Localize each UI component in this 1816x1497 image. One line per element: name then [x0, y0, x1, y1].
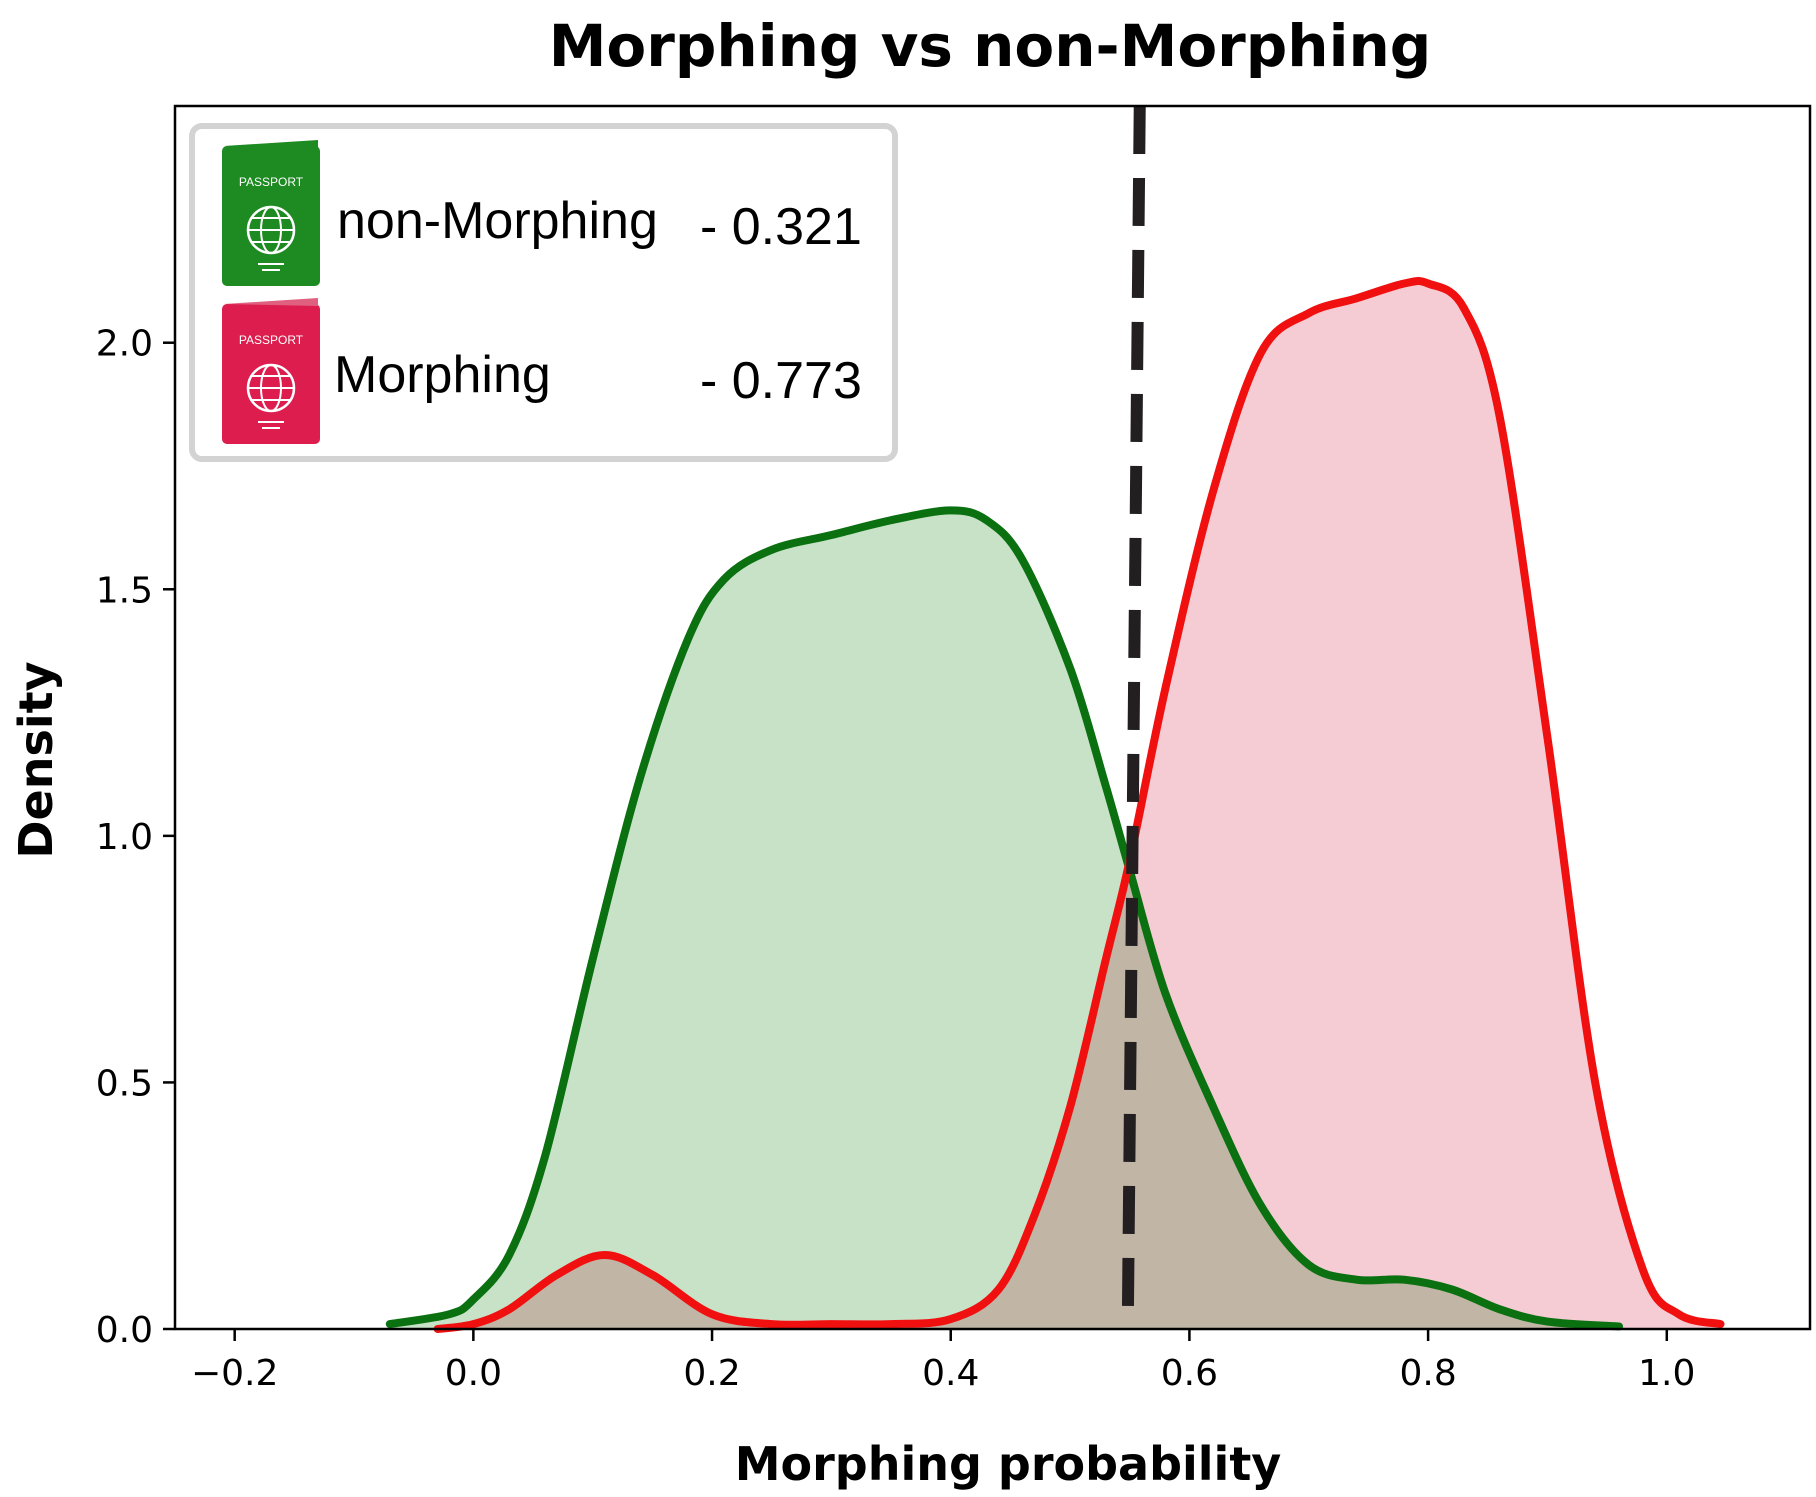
legend-score-morphing: - 0.773 [700, 352, 862, 410]
x-axis-label: Morphing probability [735, 1437, 1282, 1491]
density-areas [389, 281, 1721, 1329]
density-lines [385, 277, 1725, 1333]
y-axis-label: Density [9, 661, 63, 858]
legend-label-non-morphing: non-Morphing [337, 192, 658, 250]
x-tick-label: −0.2 [191, 1353, 278, 1394]
x-tick-label: 0.8 [1399, 1353, 1456, 1394]
x-tick-label: 1.0 [1638, 1353, 1695, 1394]
legend-box [189, 123, 898, 462]
line-non-morphing [385, 506, 1624, 1331]
y-tick-label: 1.5 [96, 570, 153, 611]
y-tick-label: 1.0 [96, 817, 153, 858]
plot-frame [173, 104, 1812, 1331]
x-axis-ticks: −0.2 0.0 0.2 0.4 0.6 0.8 1.0 [191, 1329, 1695, 1394]
passport-icon: PASSPORT [222, 140, 320, 286]
line-morphing [433, 277, 1725, 1333]
area-non-morphing [389, 510, 1620, 1329]
passport-icon: PASSPORT [222, 298, 320, 444]
x-tick-label: 0.4 [922, 1353, 979, 1394]
x-tick-label: 0.2 [683, 1353, 740, 1394]
y-tick-label: 0.5 [96, 1063, 153, 1104]
legend: PASSPORT non-Morphing - 0.321 PASSPORT M… [189, 123, 898, 462]
x-tick-label: 0.6 [1161, 1353, 1218, 1394]
legend-score-non-morphing: - 0.321 [700, 198, 862, 256]
area-morphing [437, 281, 1721, 1329]
y-axis-ticks: 0.0 0.5 1.0 1.5 2.0 [96, 324, 175, 1351]
x-tick-label: 0.0 [445, 1353, 502, 1394]
chart-title: Morphing vs non-Morphing [549, 12, 1432, 80]
passport-label: PASSPORT [239, 333, 304, 347]
y-tick-label: 2.0 [96, 324, 153, 365]
y-tick-label: 0.0 [96, 1310, 153, 1351]
threshold-line [1121, 105, 1146, 1330]
passport-label: PASSPORT [239, 175, 304, 189]
legend-label-morphing: Morphing [334, 346, 551, 404]
